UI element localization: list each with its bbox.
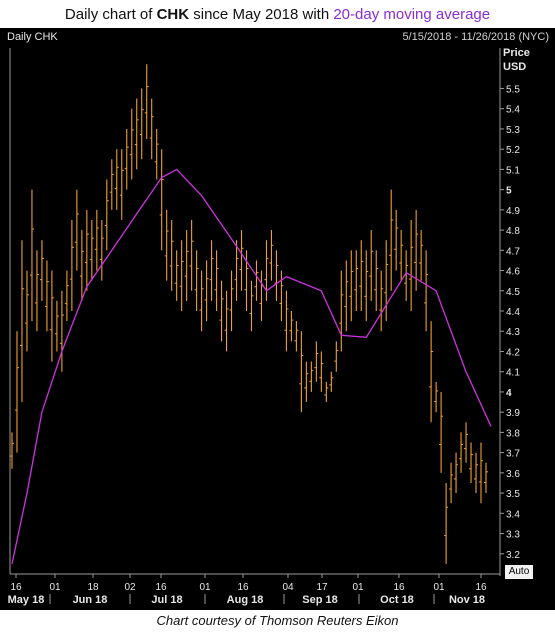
auto-scale-button[interactable]: Auto bbox=[505, 565, 533, 579]
date-range-label: 5/15/2018 - 11/26/2018 (NYC) bbox=[402, 31, 549, 43]
title-moving-average: 20-day moving average bbox=[333, 6, 491, 23]
y-tick-label: 5.1 bbox=[506, 165, 520, 176]
month-label: May 18 bbox=[8, 594, 45, 606]
month-label: Sep 18 bbox=[302, 594, 337, 606]
y-tick-label: 4.5 bbox=[506, 287, 520, 298]
y-tick-label: 5.4 bbox=[506, 105, 520, 116]
price-bars bbox=[10, 64, 488, 564]
x-tick-label: 01 bbox=[49, 582, 61, 593]
month-label: Jul 18 bbox=[151, 594, 182, 606]
x-tick-label: 18 bbox=[87, 582, 99, 593]
y-tick-label: 4.3 bbox=[506, 327, 520, 338]
y-tick-label: 5.2 bbox=[506, 145, 520, 156]
chart-panel: Daily CHK 5/15/2018 - 11/26/2018 (NYC) P… bbox=[0, 28, 555, 610]
chart-caption: Chart courtesy of Thomson Reuters Eikon bbox=[156, 613, 399, 628]
y-tick-label: 3.5 bbox=[506, 489, 520, 500]
y-tick-label: 3.2 bbox=[506, 550, 520, 561]
y-tick-label: 3.7 bbox=[506, 449, 520, 460]
y-axis-unit: USD bbox=[503, 61, 526, 73]
month-label: Aug 18 bbox=[227, 594, 264, 606]
chart-title: Daily chart of CHK since May 2018 with 2… bbox=[0, 6, 555, 23]
month-label: Nov 18 bbox=[449, 594, 485, 606]
y-tick-label: 3.8 bbox=[506, 428, 520, 439]
price-chart: Price USD 3.2 3.3 3.4 3.5 3.6 3.7 3.8 3.9 4 4.1 4.2 4… bbox=[8, 47, 530, 606]
x-tick-label: 16 bbox=[155, 582, 167, 593]
x-tick-label: 16 bbox=[475, 582, 487, 593]
y-tick-label: 4.4 bbox=[506, 307, 520, 318]
y-tick-label: 4.2 bbox=[506, 347, 520, 358]
title-ticker: CHK bbox=[156, 6, 190, 23]
y-tick-label: 3.3 bbox=[506, 530, 520, 541]
title-middle: since May 2018 with bbox=[189, 6, 334, 23]
x-tick-label: 04 bbox=[282, 582, 294, 593]
y-tick-label: 3.9 bbox=[506, 408, 520, 419]
y-tick-label: 4.1 bbox=[506, 368, 520, 379]
x-tick-label: 01 bbox=[352, 582, 364, 593]
moving-average-line bbox=[11, 168, 492, 565]
y-tick-label: 5.5 bbox=[506, 84, 520, 95]
x-tick-label: 01 bbox=[199, 582, 211, 593]
y-tick-label: 3.6 bbox=[506, 469, 520, 480]
y-tick-label: 4.7 bbox=[506, 246, 520, 257]
x-tick-label: 17 bbox=[316, 582, 328, 593]
y-tick-label: 5.3 bbox=[506, 125, 520, 136]
x-tick-label: 02 bbox=[124, 582, 136, 593]
x-tick-label: 01 bbox=[433, 582, 445, 593]
x-tick-label: 16 bbox=[10, 582, 22, 593]
y-tick-label: 4.8 bbox=[506, 226, 520, 237]
y-tick-label: 4.6 bbox=[506, 267, 520, 278]
instrument-label: Daily CHK bbox=[7, 31, 58, 43]
y-tick-label: 4.9 bbox=[506, 206, 520, 217]
y-tick-label: 5 bbox=[506, 186, 512, 197]
y-tick-label: 3.4 bbox=[506, 509, 520, 520]
y-tick-label: 4 bbox=[506, 388, 512, 399]
x-tick-label: 16 bbox=[237, 582, 249, 593]
month-label: Oct 18 bbox=[380, 594, 414, 606]
title-prefix: Daily chart of bbox=[64, 6, 157, 23]
y-axis-label: Price bbox=[503, 47, 530, 59]
month-label: Jun 18 bbox=[73, 594, 108, 606]
x-tick-label: 16 bbox=[393, 582, 405, 593]
